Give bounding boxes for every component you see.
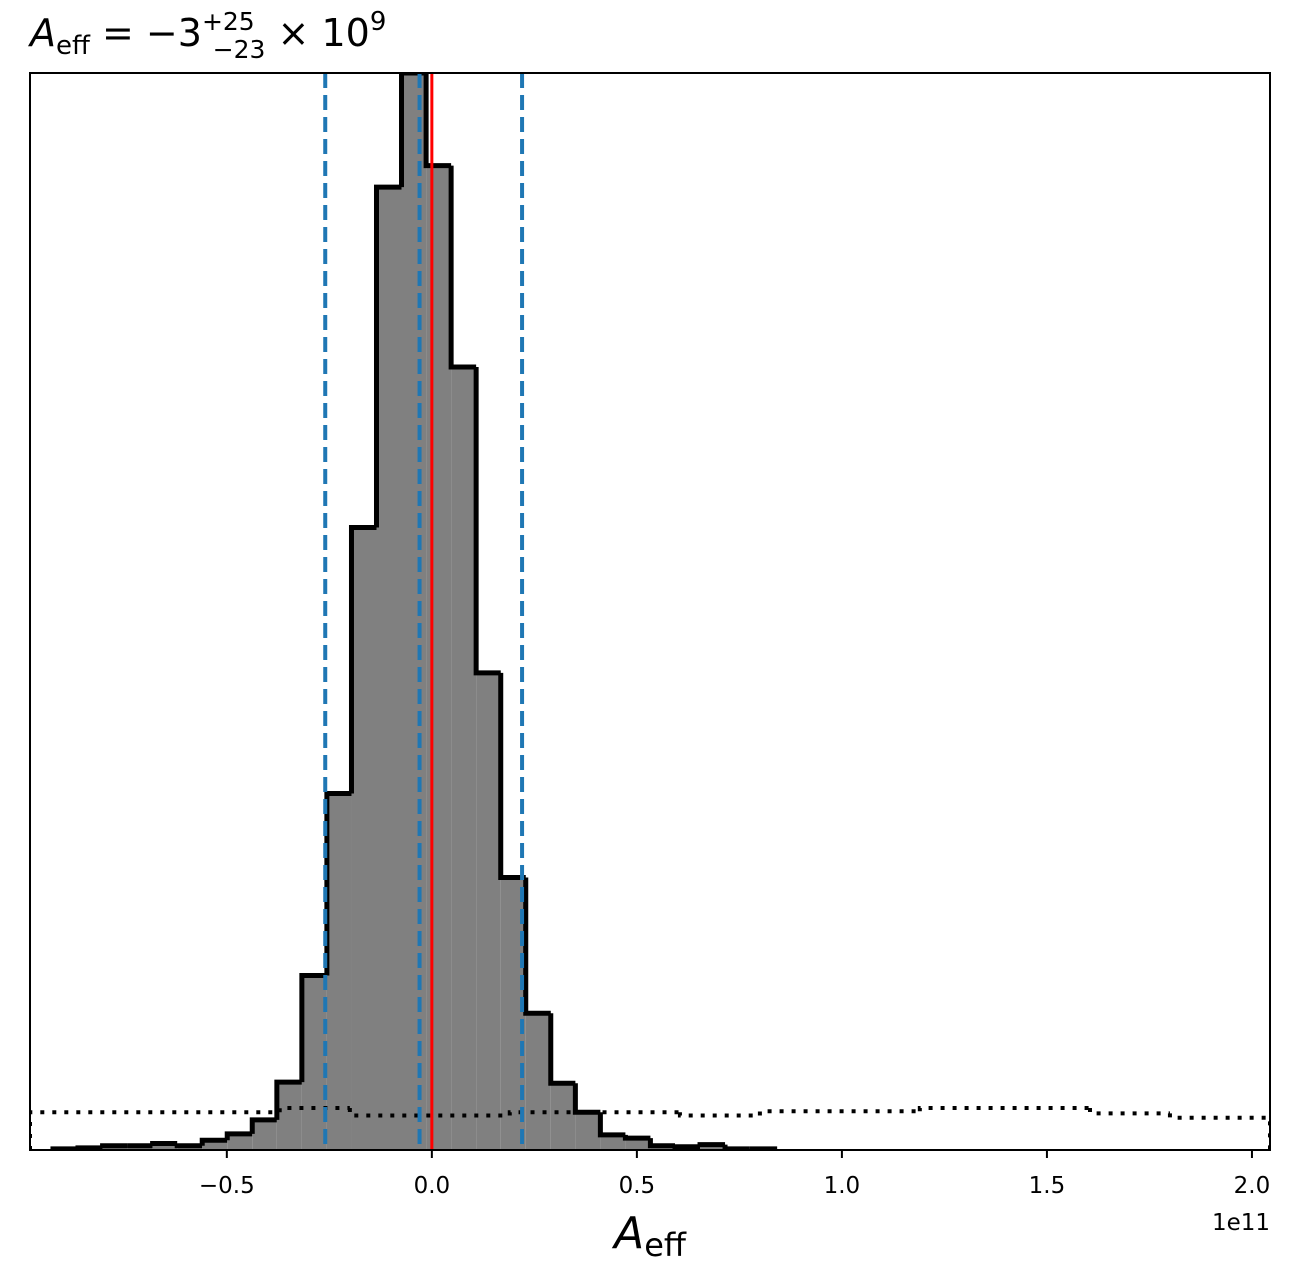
bar bbox=[700, 1144, 726, 1150]
bar-outline bbox=[274, 1079, 302, 1120]
bar-outline bbox=[174, 1143, 203, 1149]
bar-outline bbox=[647, 1138, 676, 1149]
chart-title: Aeff = −3+25 −23 × 109 bbox=[27, 7, 386, 64]
bar-outline bbox=[150, 1141, 178, 1147]
x-tick-label: 0.5 bbox=[619, 1173, 656, 1199]
prior-step bbox=[347, 1108, 510, 1118]
bar-outline bbox=[75, 1145, 103, 1150]
x-offset-label: 1e11 bbox=[1212, 1210, 1270, 1236]
bar-outline bbox=[224, 1131, 253, 1141]
bar-outline bbox=[373, 184, 402, 528]
prior-step bbox=[1167, 1113, 1270, 1150]
bar bbox=[525, 1013, 551, 1150]
plot-frame bbox=[29, 72, 1271, 1151]
plot-area bbox=[30, 73, 1270, 1150]
bar-outline bbox=[399, 73, 427, 188]
bar bbox=[252, 1119, 277, 1150]
bar-outline bbox=[498, 672, 526, 881]
bar-outline bbox=[722, 1144, 750, 1150]
prior-step bbox=[757, 1109, 920, 1116]
prior-step bbox=[30, 1110, 280, 1150]
x-tick-label: 1.0 bbox=[824, 1173, 861, 1199]
bar-outline bbox=[572, 1083, 601, 1115]
bar-outline bbox=[597, 1112, 626, 1138]
bar-outline bbox=[100, 1143, 128, 1149]
bar-outline bbox=[199, 1137, 228, 1146]
bar bbox=[276, 1082, 302, 1150]
bar-outline bbox=[249, 1117, 277, 1134]
bar-outline bbox=[523, 877, 551, 1016]
bar bbox=[625, 1138, 651, 1150]
bar-outline bbox=[548, 1013, 576, 1086]
prior-step bbox=[507, 1110, 680, 1116]
bar bbox=[451, 367, 477, 1150]
bar-outline bbox=[672, 1144, 701, 1150]
prior-step bbox=[917, 1106, 1090, 1112]
bar bbox=[326, 793, 352, 1150]
x-tick-label: 0.0 bbox=[414, 1173, 451, 1199]
x-tick-label: −0.5 bbox=[199, 1173, 255, 1199]
x-axis-label: Aeff bbox=[611, 1208, 687, 1264]
prior-step bbox=[677, 1112, 760, 1118]
bar bbox=[152, 1143, 178, 1150]
bar-outline bbox=[697, 1142, 726, 1148]
bar-outline bbox=[348, 524, 377, 794]
bar bbox=[202, 1140, 228, 1150]
bar-outline bbox=[299, 973, 327, 1083]
bar bbox=[476, 672, 501, 1150]
bar bbox=[550, 1083, 576, 1150]
bar-outline bbox=[622, 1134, 651, 1141]
bar bbox=[301, 975, 327, 1150]
bar bbox=[227, 1133, 253, 1150]
bar bbox=[575, 1112, 601, 1150]
bar bbox=[426, 165, 452, 1150]
bar-outline bbox=[423, 73, 452, 169]
prior-step bbox=[1087, 1108, 1170, 1116]
bar bbox=[600, 1134, 626, 1150]
bar-outline bbox=[473, 367, 501, 676]
bar bbox=[351, 527, 377, 1150]
bar bbox=[376, 187, 402, 1150]
x-tick-label: 2.0 bbox=[1234, 1173, 1271, 1199]
bar-outline bbox=[448, 165, 477, 370]
bar bbox=[401, 73, 427, 1150]
x-tick-label: 1.5 bbox=[1029, 1173, 1066, 1199]
